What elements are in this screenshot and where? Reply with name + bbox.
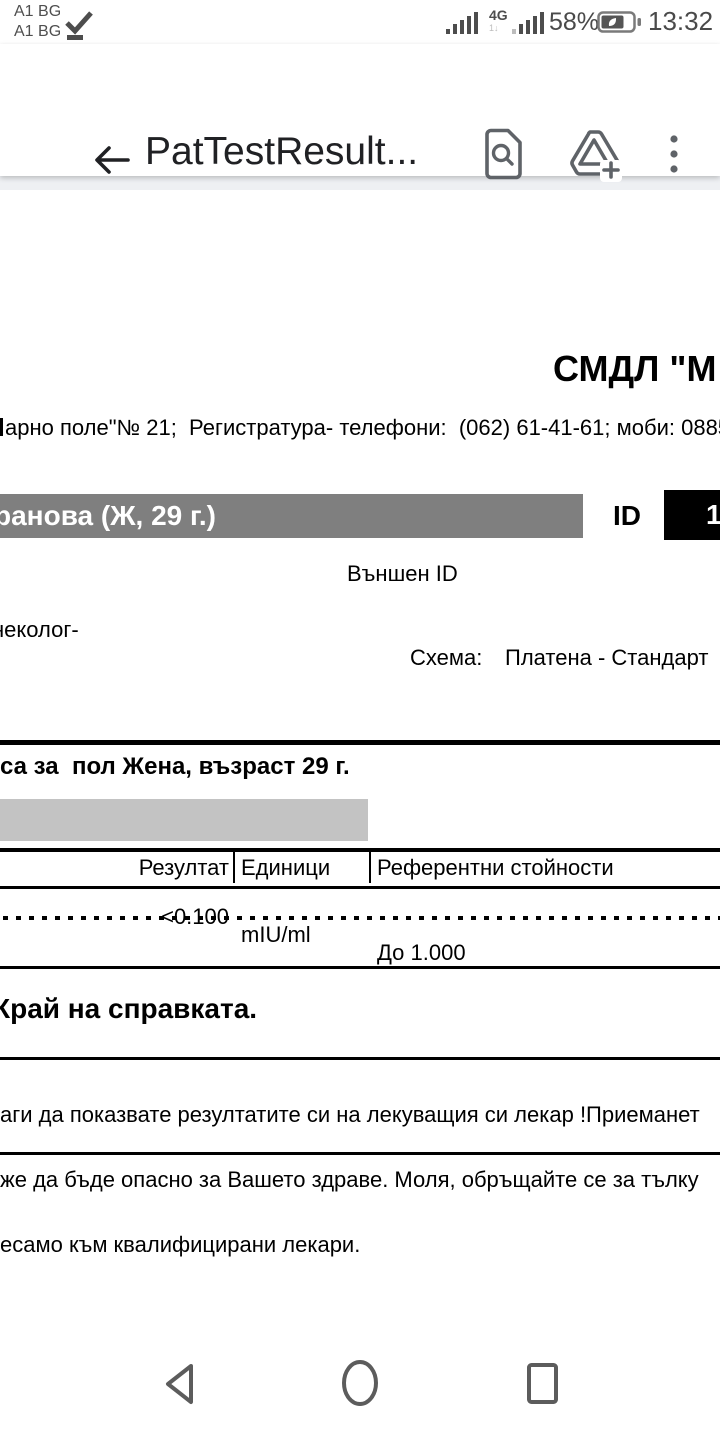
disclaimer-line-3: есамо към квалифицирани лекари.	[0, 1232, 361, 1257]
scheme-value: Платена - Стандарт	[505, 645, 709, 670]
patient-id-label: ID	[613, 500, 641, 531]
battery-percent-label: 58%	[549, 8, 600, 36]
scheme-label: Схема:	[410, 645, 483, 670]
app-toolbar: PatTestResult...	[0, 44, 720, 182]
footer-divider	[0, 966, 720, 969]
header-units: Единици	[233, 852, 371, 883]
find-in-document-icon[interactable]	[483, 128, 523, 180]
section-divider-thick	[0, 740, 720, 745]
network-type-badge: 4G 1↓	[489, 7, 513, 35]
header-result: Резултат	[0, 852, 235, 883]
signal-bars-sim1-icon	[446, 12, 478, 34]
battery-saver-leaf-icon	[597, 11, 641, 33]
network-type-label: 4G	[489, 7, 508, 23]
norms-line: са за пол Жена, възраст 29 г.	[0, 753, 350, 780]
referrer-fragment: неколог-	[0, 617, 79, 642]
dotted-divider	[0, 916, 720, 920]
cell-reference: До 1.000	[377, 940, 466, 965]
patient-id-box: 1	[664, 490, 720, 540]
cell-units: mIU/ml	[241, 922, 311, 947]
disclaimer-line-2: же да бъде опасно за Вашето здраве. Моля…	[0, 1167, 699, 1192]
patient-id-value: 1	[706, 499, 720, 530]
pdf-page: СМДЛ "М арно поле"№ 21; Регистратура- те…	[0, 190, 720, 1330]
clinic-title: СМДЛ "М	[553, 348, 717, 389]
patient-name-bar: ранова (Ж, 29 г.)	[0, 494, 583, 538]
carrier-sim1: A1 BG	[14, 3, 62, 20]
network-sub-label: 1↓	[489, 23, 499, 33]
patient-name-label: ранова (Ж, 29 г.)	[0, 500, 216, 531]
nav-home-icon[interactable]	[340, 1358, 380, 1408]
carrier-labels: A1 BG A1 BG	[14, 2, 61, 42]
header-reference: Референтни стойности	[377, 855, 614, 880]
overflow-menu-icon[interactable]	[664, 130, 684, 180]
results-table-row: <0.100 mIU/ml До 1.000	[0, 886, 720, 965]
nav-back-icon[interactable]	[160, 1362, 200, 1406]
external-id-label: Външен ID	[347, 561, 458, 586]
test-group-bar	[0, 799, 368, 841]
results-table-header: Резултат Единици Референтни стойности	[0, 848, 720, 889]
document-title: PatTestResult...	[145, 130, 419, 173]
nav-recents-icon[interactable]	[522, 1362, 562, 1406]
carrier-sim2: A1 BG	[14, 23, 62, 40]
clinic-address-line: арно поле"№ 21; Регистратура- телефони: …	[5, 415, 720, 440]
navigation-bar	[0, 1330, 720, 1440]
clock-label: 13:32	[648, 6, 714, 36]
end-of-report-label: Край на справката.	[0, 993, 258, 1024]
back-arrow-icon[interactable]	[92, 142, 132, 178]
add-to-drive-icon[interactable]	[566, 128, 624, 182]
disclaimer-line-1: аги да показвате резултатите си на лекув…	[0, 1102, 700, 1127]
signal-bars-sim2-icon	[512, 12, 544, 34]
clipped-letter-stroke	[0, 418, 3, 436]
status-bar: A1 BG A1 BG 4G 1↓ 58%	[0, 0, 720, 44]
download-complete-icon	[65, 11, 93, 40]
disclaimer-box: аги да показвате резултатите си на лекув…	[0, 1057, 720, 1257]
pdf-viewer-background	[0, 176, 720, 190]
